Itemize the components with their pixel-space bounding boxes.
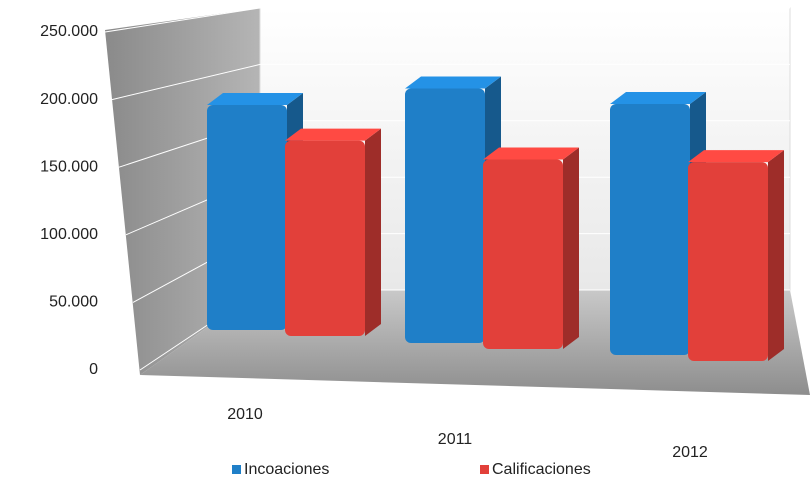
x-tick-label: 2010 [227, 406, 263, 423]
legend-label: Calificaciones [492, 461, 591, 478]
x-tick-label: 2011 [438, 431, 473, 448]
x-tick-label: 2012 [672, 444, 708, 461]
bar-side [768, 150, 784, 361]
bar [483, 159, 563, 349]
bar-top [207, 93, 303, 106]
grid-line [104, 7, 790, 33]
y-tick-label: 0 [89, 361, 98, 378]
bar-top [483, 147, 579, 160]
bar-top [688, 150, 784, 163]
y-tick-label: 150.000 [40, 158, 98, 175]
bar-top [405, 76, 501, 89]
bar-top [285, 128, 381, 141]
bar [688, 162, 768, 361]
grid-line [111, 63, 790, 101]
y-tick-label: 200.000 [40, 91, 98, 108]
legend-swatch [232, 465, 241, 474]
y-tick-label: 50.000 [49, 294, 98, 311]
bar [207, 105, 287, 330]
bar-top [610, 91, 706, 104]
bar-side [563, 147, 579, 349]
y-tick-label: 250.000 [40, 23, 98, 40]
legend-swatch [480, 465, 489, 474]
bar [610, 103, 690, 355]
y-tick-label: 100.000 [40, 226, 98, 243]
bar [285, 140, 365, 336]
legend-label: Incoaciones [244, 461, 329, 478]
bar-side [365, 128, 381, 336]
bar [405, 88, 485, 343]
